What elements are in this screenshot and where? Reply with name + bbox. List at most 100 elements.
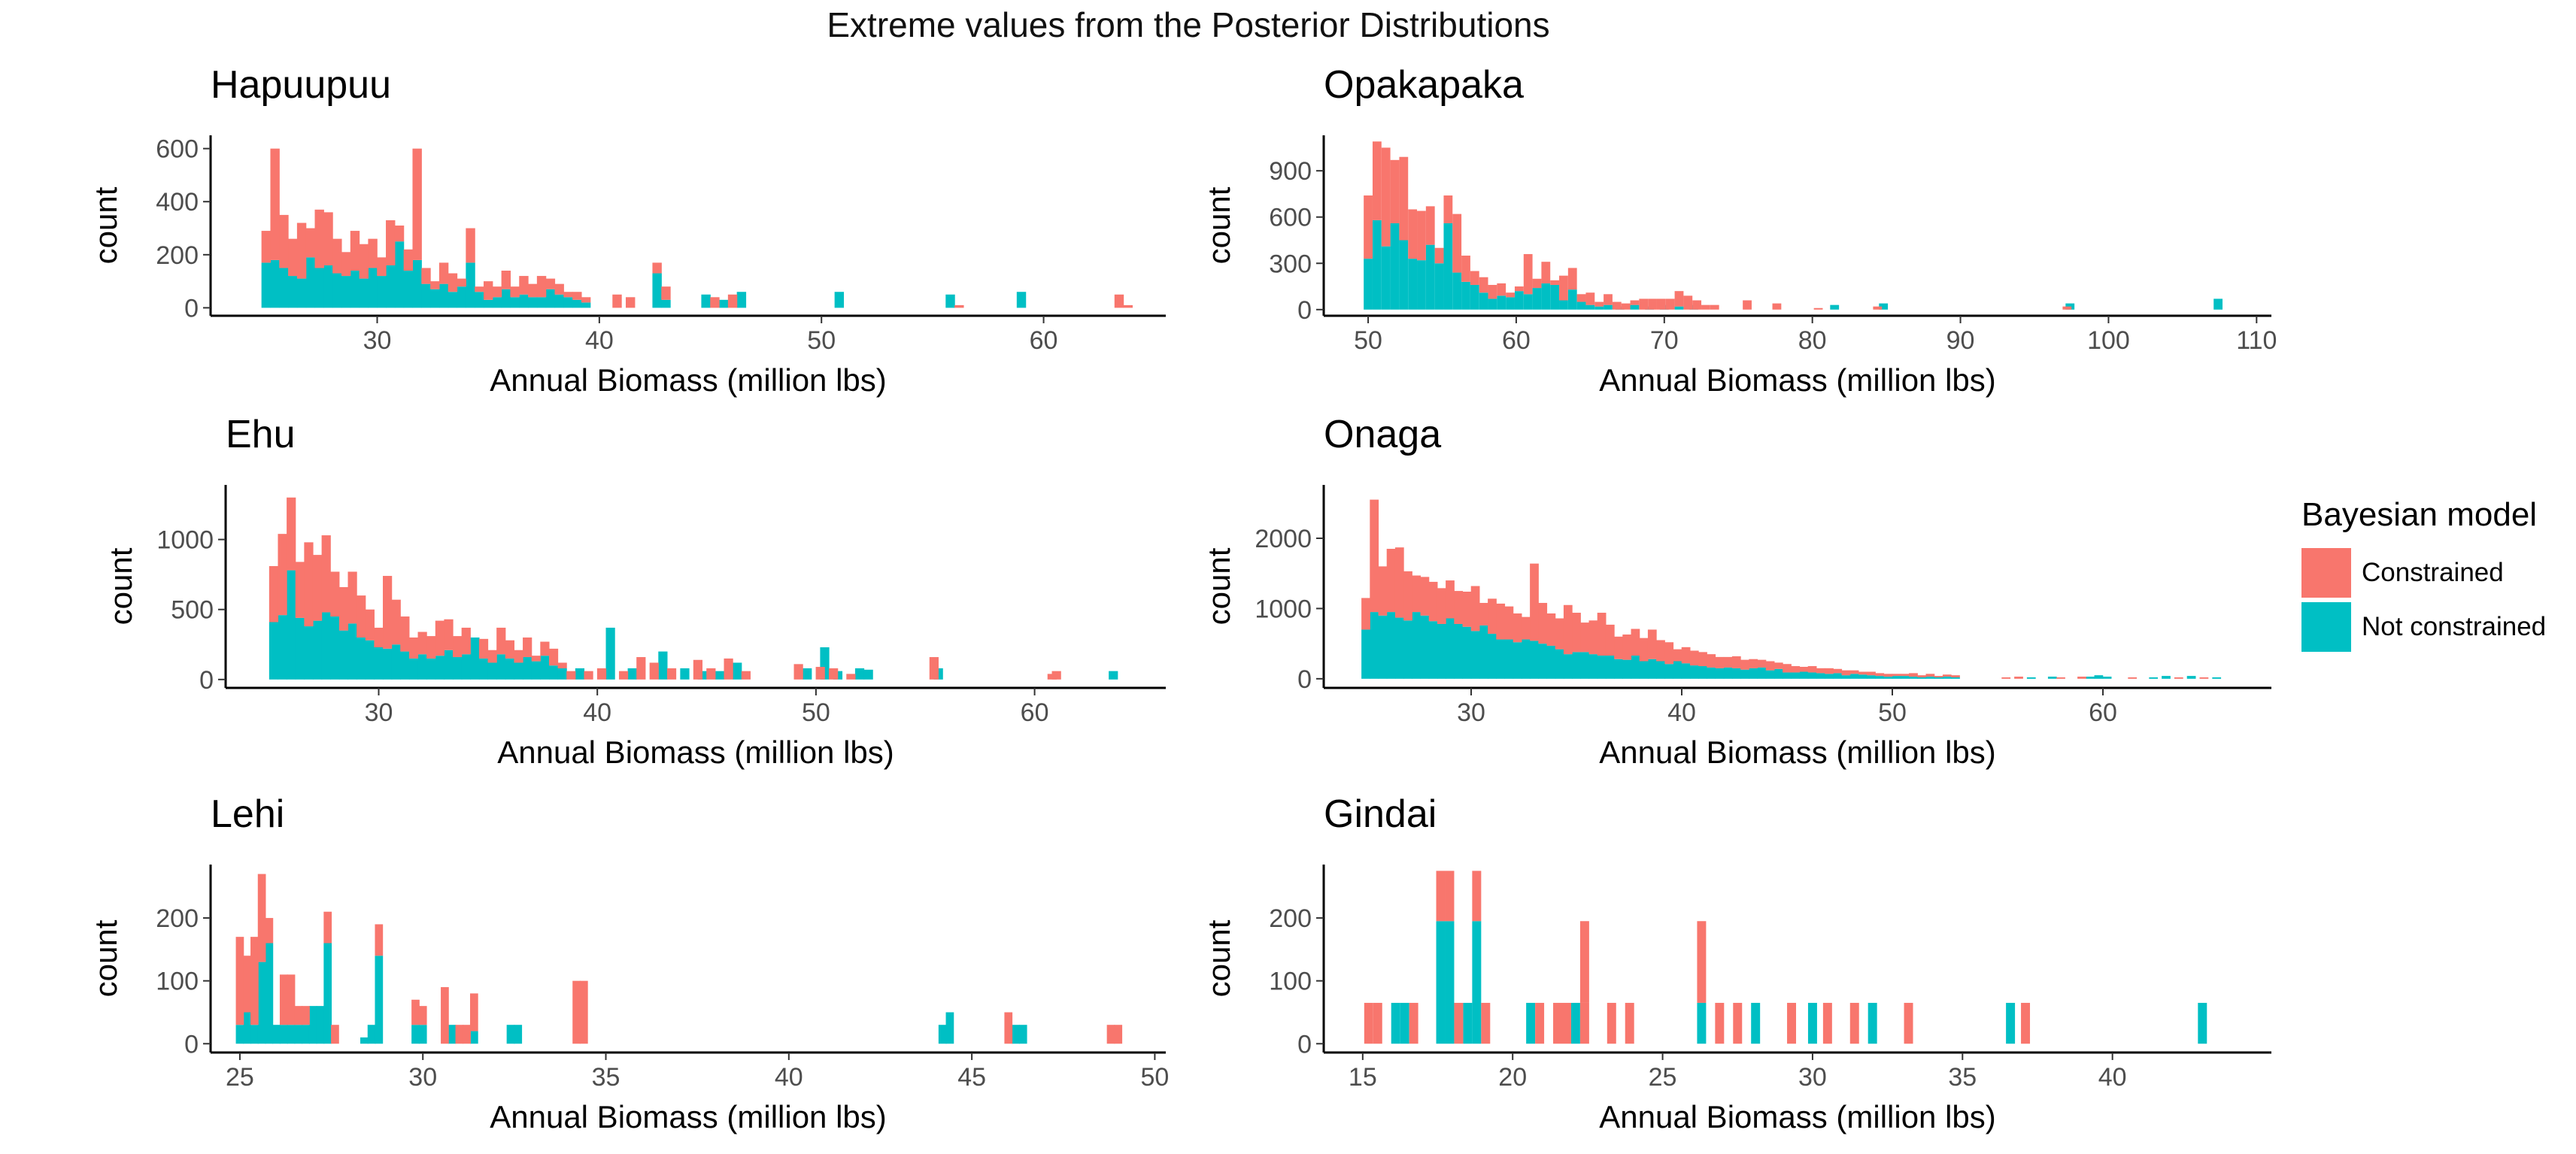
bar-hapuupuu bbox=[466, 262, 475, 308]
bar-onaga bbox=[1462, 626, 1472, 679]
y-tick-label: 900 bbox=[1269, 157, 1312, 186]
bar-opakapaka bbox=[1612, 301, 1622, 310]
bar-opakapaka bbox=[1408, 209, 1418, 259]
bar-onaga bbox=[2056, 677, 2065, 679]
bar-hapuupuu bbox=[421, 268, 431, 284]
bar-lehi bbox=[375, 924, 384, 956]
bar-onaga bbox=[1488, 598, 1497, 635]
bar-hapuupuu bbox=[483, 281, 493, 300]
bar-opakapaka bbox=[2062, 306, 2072, 310]
bar-lehi bbox=[279, 974, 288, 1025]
bar-onaga bbox=[1420, 577, 1430, 616]
bar-opakapaka bbox=[1630, 304, 1640, 310]
bar-hapuupuu bbox=[261, 262, 272, 308]
bar-onaga bbox=[1698, 666, 1707, 679]
bar-gindai bbox=[1787, 1002, 1797, 1044]
bar-opakapaka bbox=[1567, 268, 1577, 290]
bar-lehi bbox=[448, 1025, 457, 1044]
bar-onaga bbox=[1479, 625, 1488, 679]
bar-ehu bbox=[929, 657, 939, 680]
x-tick-label: 50 bbox=[807, 326, 836, 355]
bar-hapuupuu bbox=[945, 294, 955, 308]
bar-ehu bbox=[846, 674, 856, 680]
bar-ehu bbox=[548, 648, 559, 666]
y-tick-label: 400 bbox=[156, 188, 199, 217]
bar-onaga bbox=[1681, 663, 1691, 679]
bar-ehu bbox=[627, 668, 637, 680]
bar-ehu bbox=[470, 637, 480, 680]
bar-onaga bbox=[1504, 606, 1514, 640]
bar-hapuupuu bbox=[394, 241, 405, 308]
bar-lehi bbox=[257, 874, 266, 962]
bar-onaga bbox=[1555, 618, 1564, 650]
bar-onaga bbox=[1892, 674, 1901, 677]
bar-hapuupuu bbox=[1123, 304, 1133, 308]
bar-ehu bbox=[803, 668, 812, 680]
bar-onaga bbox=[1816, 673, 1825, 679]
bar-onaga bbox=[1689, 650, 1699, 666]
facet-chart-ehu: Ehu 30 40 50 60 0 500 1000 Annual Biomass (milli… bbox=[103, 413, 1166, 770]
bar-ehu bbox=[815, 667, 825, 680]
bar-ehu bbox=[733, 662, 742, 680]
bar-lehi bbox=[250, 1025, 259, 1044]
bar-ehu bbox=[365, 640, 375, 680]
x-tick-label: 30 bbox=[1798, 1063, 1827, 1092]
bar-onaga bbox=[1538, 602, 1548, 644]
bar-hapuupuu bbox=[501, 271, 511, 289]
figure-title: Extreme values from the Posterior Distri… bbox=[827, 5, 1550, 44]
bar-hapuupuu bbox=[519, 276, 529, 295]
bar-opakapaka bbox=[1674, 291, 1684, 307]
bar-onaga bbox=[1639, 638, 1649, 662]
bar-opakapaka bbox=[1381, 147, 1391, 247]
bar-lehi bbox=[272, 1025, 281, 1044]
bar-ehu bbox=[478, 658, 489, 680]
bar-ehu bbox=[649, 662, 659, 680]
bar-hapuupuu bbox=[652, 273, 662, 308]
bar-lehi bbox=[323, 943, 332, 1044]
bar-hapuupuu bbox=[430, 281, 440, 289]
bar-opakapaka bbox=[1772, 303, 1782, 310]
x-tick-label: 60 bbox=[1021, 698, 1049, 727]
bar-onaga bbox=[1513, 613, 1522, 643]
bar-hapuupuu bbox=[475, 292, 484, 308]
bar-onaga bbox=[1799, 671, 1809, 679]
bar-lehi bbox=[469, 1031, 478, 1044]
bar-lehi bbox=[294, 1025, 303, 1044]
bar-onaga bbox=[1479, 602, 1488, 625]
legend-label-not-constrained: Not constrained bbox=[2362, 612, 2547, 641]
bar-opakapaka bbox=[1604, 304, 1613, 310]
bar-opakapaka bbox=[1813, 307, 1823, 310]
bar-lehi bbox=[294, 1006, 303, 1025]
bar-ehu bbox=[658, 651, 668, 680]
bar-opakapaka bbox=[1381, 246, 1391, 310]
bar-gindai bbox=[1751, 1002, 1761, 1044]
bar-hapuupuu bbox=[430, 289, 440, 308]
bar-opakapaka bbox=[1479, 277, 1488, 293]
bar-lehi bbox=[243, 1012, 252, 1044]
facet-lehi: Lehi 25 30 35 40 45 50 0 100 200 Annual Biomass (m… bbox=[0, 789, 1173, 1154]
bar-opakapaka bbox=[1443, 223, 1453, 310]
bar-opakapaka bbox=[1604, 294, 1613, 305]
bar-onaga bbox=[1614, 659, 1623, 679]
bar-onaga bbox=[1605, 624, 1615, 656]
bar-opakapaka bbox=[1470, 284, 1479, 310]
bar-gindai bbox=[1625, 1002, 1634, 1044]
bar-ehu bbox=[496, 627, 506, 655]
bar-onaga bbox=[2186, 676, 2196, 679]
bar-onaga bbox=[2086, 677, 2095, 679]
bar-opakapaka bbox=[1514, 291, 1524, 310]
y-tick-label: 0 bbox=[1297, 1030, 1312, 1059]
bar-lehi bbox=[411, 999, 420, 1025]
bar-ehu bbox=[487, 662, 497, 680]
facet-chart-opakapaka: Opakapaka 50 60 70 80 90 100 110 0 300 600 900 Annua… bbox=[1201, 63, 2277, 398]
facet-opakapaka: Opakapaka 50 60 70 80 90 100 110 0 300 600 900 Annua… bbox=[1158, 45, 2332, 421]
bar-onaga bbox=[1731, 656, 1741, 668]
bar-lehi bbox=[1012, 1025, 1020, 1044]
x-axis-label: Annual Biomass (million lbs) bbox=[490, 1099, 887, 1134]
y-axis-label: count bbox=[1201, 186, 1236, 264]
bar-ehu bbox=[444, 619, 454, 650]
bar-hapuupuu bbox=[581, 297, 591, 303]
bar-onaga bbox=[1900, 676, 1910, 679]
bar-ehu bbox=[1109, 671, 1118, 680]
bar-ehu bbox=[724, 658, 733, 680]
